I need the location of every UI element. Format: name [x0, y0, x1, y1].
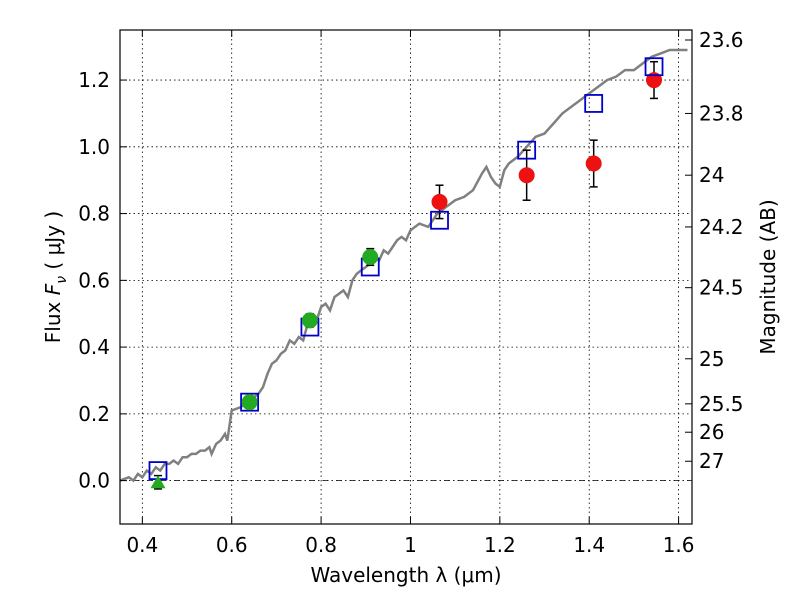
- model-square-marker: [430, 210, 449, 230]
- x-tick-label: 1.6: [663, 533, 695, 557]
- data-circle-marker: [585, 155, 602, 172]
- model-square-marker: [240, 392, 259, 412]
- spectrum-line: [119, 48, 688, 483]
- right-axis-label: Magnitude (AB): [756, 199, 780, 354]
- model-square-marker: [584, 94, 604, 113]
- plot-frame: [119, 29, 693, 525]
- magnitude-tick-label: 24.2: [699, 215, 744, 239]
- plot-series: [119, 48, 688, 490]
- x-tick-label: 0.4: [126, 533, 158, 557]
- x-tick-label: 1: [404, 533, 417, 557]
- y-axis-label-prefix: Flux: [41, 295, 65, 343]
- x-tick-label: 0.8: [305, 533, 337, 557]
- model-square-marker: [517, 140, 537, 160]
- y-tick-label: 0.4: [78, 335, 110, 359]
- y-tick-label: 0.8: [78, 202, 110, 226]
- y-axis-label-subscript: ν: [54, 276, 70, 284]
- series-model-spectrum: [119, 48, 688, 483]
- magnitude-tick-label: 24.5: [699, 276, 744, 300]
- y-tick-label: 1.0: [78, 135, 110, 159]
- y-axis-label-suffix: ( μJy ): [41, 211, 65, 276]
- magnitude-tick-label: 25: [699, 347, 724, 371]
- y-tick-label: 1.2: [78, 68, 110, 92]
- axis-ticks: 0.4 0.6 0.8 1 1.2 1.4 1.6 0.0 0.2 0.4 0.6 0.8 1.0 1.2…: [78, 28, 743, 557]
- magnitude-tick-label: 25.5: [699, 392, 744, 416]
- magnitude-tick-label: 23.6: [699, 28, 744, 52]
- series-optical-upper-limit: [150, 474, 166, 490]
- x-tick-label: 1.2: [484, 533, 516, 557]
- magnitude-tick-label: 23.8: [699, 101, 744, 125]
- data-circle-marker: [362, 248, 379, 265]
- data-circle-marker: [241, 394, 258, 411]
- x-axis-label: Wavelength λ (μm): [310, 563, 501, 587]
- y-axis-label: Flux Fν ( μJy ): [41, 211, 70, 343]
- magnitude-tick-label: 27: [699, 449, 724, 473]
- y-tick-label: 0.6: [78, 268, 110, 292]
- magnitude-tick-label: 26: [699, 420, 724, 444]
- model-square-marker: [644, 57, 664, 77]
- y-axis-label-variable: F: [41, 283, 65, 295]
- data-circle-marker: [431, 193, 448, 210]
- series-optical-photometry: [241, 247, 379, 411]
- y-tick-label: 0.2: [78, 402, 110, 426]
- x-tick-label: 0.6: [216, 533, 248, 557]
- y-tick-label: 0.0: [78, 469, 110, 493]
- data-circle-marker: [301, 312, 318, 329]
- data-circle-marker: [518, 167, 535, 184]
- x-tick-label: 1.4: [573, 533, 605, 557]
- magnitude-tick-label: 24: [699, 163, 724, 187]
- data-triangle-marker: [150, 475, 166, 489]
